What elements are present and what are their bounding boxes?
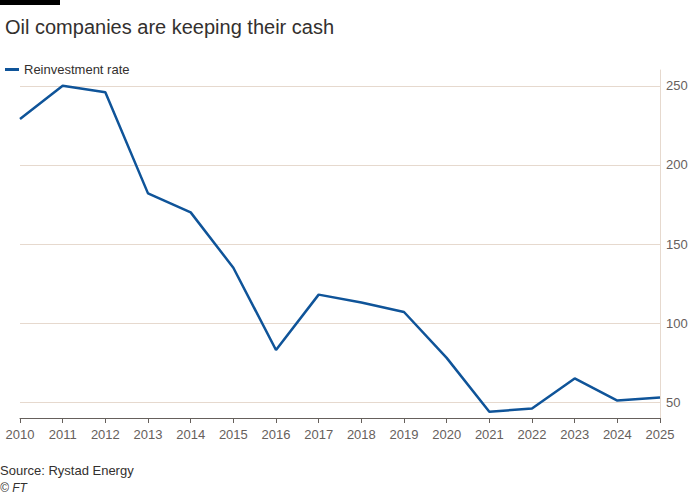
svg-text:2010: 2010 xyxy=(6,427,35,442)
svg-text:2011: 2011 xyxy=(49,427,77,442)
svg-text:© FT: © FT xyxy=(0,481,29,495)
svg-text:250: 250 xyxy=(666,78,688,93)
svg-text:2019: 2019 xyxy=(390,427,419,442)
svg-text:2021: 2021 xyxy=(475,427,504,442)
svg-text:Reinvestment rate: Reinvestment rate xyxy=(24,62,130,77)
svg-text:Oil companies are keeping thei: Oil companies are keeping their cash xyxy=(5,16,334,38)
svg-text:2022: 2022 xyxy=(518,427,547,442)
svg-text:2018: 2018 xyxy=(347,427,376,442)
svg-text:2012: 2012 xyxy=(91,427,120,442)
svg-text:2024: 2024 xyxy=(603,427,632,442)
svg-text:2016: 2016 xyxy=(262,427,291,442)
svg-text:2017: 2017 xyxy=(304,427,333,442)
svg-text:50: 50 xyxy=(666,395,680,410)
svg-text:150: 150 xyxy=(666,237,688,252)
svg-text:200: 200 xyxy=(666,157,688,172)
svg-text:100: 100 xyxy=(666,316,688,331)
svg-text:2014: 2014 xyxy=(176,427,205,442)
svg-text:2025: 2025 xyxy=(646,427,675,442)
svg-text:2020: 2020 xyxy=(432,427,461,442)
svg-text:2013: 2013 xyxy=(134,427,163,442)
svg-text:Source: Rystad Energy: Source: Rystad Energy xyxy=(0,463,134,478)
svg-text:2015: 2015 xyxy=(219,427,248,442)
svg-text:2023: 2023 xyxy=(560,427,589,442)
